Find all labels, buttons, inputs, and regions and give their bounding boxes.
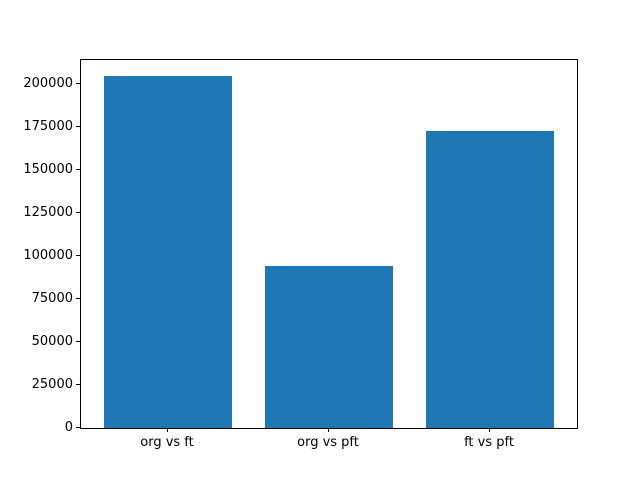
y-tick-mark: [76, 82, 80, 84]
bar-ft-vs-pft: [425, 130, 555, 428]
x-tick-mark: [167, 428, 168, 432]
y-tick-mark: [76, 254, 80, 256]
bar-org-vs-pft: [264, 265, 394, 428]
x-tick-mark: [489, 428, 490, 432]
y-tick-label: 50000: [31, 333, 73, 349]
x-tick-label: ft vs pft: [464, 435, 514, 450]
y-tick-label: 0: [64, 420, 73, 435]
y-tick-mark: [76, 168, 80, 170]
y-tick-mark: [76, 340, 80, 342]
y-tick-label: 200000: [23, 75, 73, 91]
y-tick-label: 25000: [31, 377, 73, 392]
y-tick-label: 150000: [23, 161, 73, 177]
x-tick-label: org vs pft: [297, 435, 359, 450]
y-tick-mark: [76, 427, 80, 428]
y-tick-mark: [76, 211, 80, 213]
y-tick-label: 175000: [23, 118, 73, 134]
y-tick-label: 125000: [23, 204, 73, 220]
y-tick-label: 75000: [31, 290, 73, 306]
bar-org-vs-ft: [103, 75, 233, 428]
plot-area: [80, 59, 578, 429]
y-tick-mark: [76, 125, 80, 127]
y-tick-mark: [76, 297, 80, 299]
y-tick-label: 100000: [23, 247, 73, 263]
y-tick-mark: [76, 384, 80, 385]
x-tick-mark: [328, 428, 329, 432]
x-tick-label: org vs ft: [140, 435, 194, 450]
